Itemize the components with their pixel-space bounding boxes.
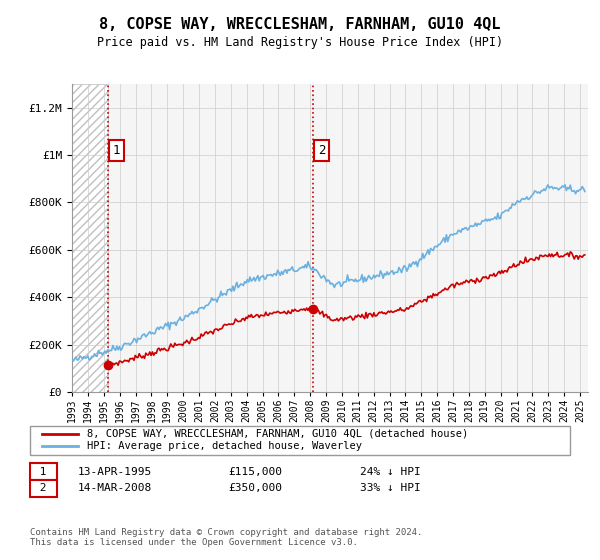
Text: £350,000: £350,000	[228, 483, 282, 493]
Text: 14-MAR-2008: 14-MAR-2008	[78, 483, 152, 493]
Text: 33% ↓ HPI: 33% ↓ HPI	[360, 483, 421, 493]
Text: 13-APR-1995: 13-APR-1995	[78, 466, 152, 477]
Text: HPI: Average price, detached house, Waverley: HPI: Average price, detached house, Wave…	[87, 441, 362, 451]
Text: Contains HM Land Registry data © Crown copyright and database right 2024.
This d: Contains HM Land Registry data © Crown c…	[30, 528, 422, 547]
Text: 2: 2	[33, 483, 53, 493]
Text: 8, COPSE WAY, WRECCLESHAM, FARNHAM, GU10 4QL: 8, COPSE WAY, WRECCLESHAM, FARNHAM, GU10…	[99, 17, 501, 32]
Text: Price paid vs. HM Land Registry's House Price Index (HPI): Price paid vs. HM Land Registry's House …	[97, 36, 503, 49]
Text: £115,000: £115,000	[228, 466, 282, 477]
Text: 8, COPSE WAY, WRECCLESHAM, FARNHAM, GU10 4QL (detached house): 8, COPSE WAY, WRECCLESHAM, FARNHAM, GU10…	[87, 429, 468, 439]
Text: 1: 1	[33, 466, 53, 477]
Text: 1: 1	[113, 144, 121, 157]
Text: 2: 2	[318, 144, 325, 157]
Polygon shape	[72, 84, 108, 392]
Text: 24% ↓ HPI: 24% ↓ HPI	[360, 466, 421, 477]
